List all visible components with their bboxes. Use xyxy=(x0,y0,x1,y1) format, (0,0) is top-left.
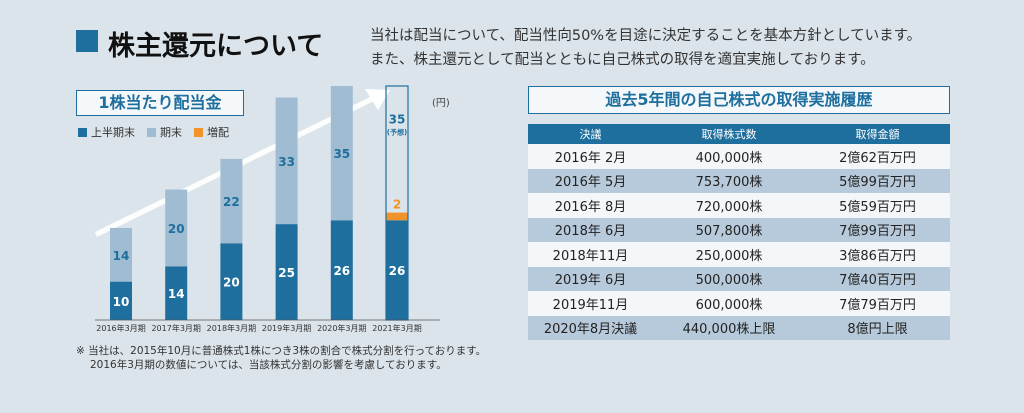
x-tick-label: 2018年3月期 xyxy=(207,323,256,333)
bar-segment xyxy=(386,220,408,320)
legend-item-increase: 増配 xyxy=(194,124,229,140)
legend-swatch xyxy=(194,127,203,137)
chart-footnote-1: ※ 当社は、2015年10月に普通株式1株につき3株の割合で株式分割を行っており… xyxy=(76,345,487,357)
x-tick-label: 2020年3月期 xyxy=(317,323,366,333)
bar-segment xyxy=(330,86,353,221)
legend-item-year-end: 期末 xyxy=(147,124,182,140)
trend-arrow-head xyxy=(365,89,390,110)
legend-item-first-half: 上半期末 xyxy=(78,124,135,140)
bar-segment xyxy=(110,227,132,282)
bar-segment xyxy=(220,158,243,244)
chart-unit-label: (円) xyxy=(432,98,450,109)
bar-segment xyxy=(165,189,188,267)
legend-label: 増配 xyxy=(207,126,229,139)
bar-value-label: 25 xyxy=(278,266,295,280)
cell-shares: 600,000株 xyxy=(653,291,805,316)
cell-amount: 5億99百万円 xyxy=(805,168,950,193)
bar-value-label: 35 xyxy=(333,147,350,161)
table-row: 2019年11月 600,000株 7億79百万円 xyxy=(528,291,950,316)
table-row: 2020年8月決議 440,000株上限 8億円上限 xyxy=(528,315,950,340)
cell-shares: 440,000株上限 xyxy=(653,315,805,340)
cell-resolution: 2020年8月決議 xyxy=(528,315,653,340)
cell-resolution: 2016年 2月 xyxy=(528,144,653,169)
x-tick-label: 2019年3月期 xyxy=(262,323,311,333)
cell-shares: 250,000株 xyxy=(653,242,805,267)
x-tick-label: 2017年3月期 xyxy=(151,323,200,333)
dividend-panel-title: 1株当たり配当金 xyxy=(76,90,244,116)
column-header-amount: 取得金額 xyxy=(805,124,950,144)
page-title: 株主還元について xyxy=(108,31,324,62)
cell-resolution: 2016年 5月 xyxy=(528,168,653,193)
chart-legend: 上半期末 期末 増配 xyxy=(78,124,229,140)
forecast-sub-label: (予想) xyxy=(387,128,407,137)
bar-segment xyxy=(386,212,408,221)
bar-value-label: 33 xyxy=(278,155,295,169)
x-tick-label: 2016年3月期 xyxy=(96,323,145,333)
cell-amount: 7億79百万円 xyxy=(805,291,950,316)
cell-amount: 8億円上限 xyxy=(805,315,950,340)
table-row: 2018年11月 250,000株 3億86百万円 xyxy=(528,242,950,267)
table-row: 2019年 6月 500,000株 7億40百万円 xyxy=(528,266,950,291)
cell-amount: 3億86百万円 xyxy=(805,242,950,267)
cell-shares: 400,000株 xyxy=(653,144,805,169)
column-header-shares: 取得株式数 xyxy=(653,124,805,144)
title-square-marker xyxy=(76,30,98,52)
table-row: 2016年 5月 753,700株 5億99百万円 xyxy=(528,168,950,193)
cell-resolution: 2018年 6月 xyxy=(528,217,653,242)
cell-shares: 753,700株 xyxy=(653,168,805,193)
bar-segment xyxy=(275,97,298,225)
cell-shares: 507,800株 xyxy=(653,217,805,242)
bar-segment xyxy=(220,243,243,320)
bar-segment xyxy=(330,220,353,320)
table-header-row: 決議 取得株式数 取得金額 xyxy=(528,124,950,144)
table-row: 2016年 8月 720,000株 5億59百万円 xyxy=(528,193,950,218)
cell-shares: 720,000株 xyxy=(653,193,805,218)
cell-amount: 7億99百万円 xyxy=(805,217,950,242)
intro-line-1: 当社は配当について、配当性向50%を目途に決定することを基本方針としています。 xyxy=(370,28,922,44)
bar-value-label: 14 xyxy=(168,287,185,301)
chart-footnote-2: 2016年3月期の数値については、当該株式分割の影響を考慮しております。 xyxy=(90,359,447,371)
legend-swatch xyxy=(78,127,87,137)
bar-segment xyxy=(275,224,298,320)
table-row: 2018年 6月 507,800株 7億99百万円 xyxy=(528,217,950,242)
bar-value-label: 2 xyxy=(393,198,401,212)
bar-value-label: 22 xyxy=(223,195,240,209)
cell-resolution: 2016年 8月 xyxy=(528,193,653,218)
bar-value-label: 26 xyxy=(333,264,350,278)
bar-value-label: 14 xyxy=(113,249,130,263)
cell-shares: 500,000株 xyxy=(653,266,805,291)
bar-value-label: 26 xyxy=(389,264,406,278)
cell-amount: 7億40百万円 xyxy=(805,266,950,291)
x-tick-label: 2021年3月期 xyxy=(372,323,421,333)
bar-value-label: 20 xyxy=(168,222,185,236)
bar-value-label: 20 xyxy=(223,276,240,290)
table-body: 2016年 2月 400,000株 2億62百万円 2016年 5月 753,700株 5… xyxy=(528,144,950,340)
cell-resolution: 2019年11月 xyxy=(528,291,653,316)
table-row: 2016年 2月 400,000株 2億62百万円 xyxy=(528,144,950,169)
bar-segment xyxy=(165,266,188,320)
column-header-resolution: 決議 xyxy=(528,124,653,144)
cell-amount: 2億62百万円 xyxy=(805,144,950,169)
forecast-value-label: 35 xyxy=(389,113,406,127)
dividend-bar-chart: 10 14 2016年3月期 14 20 2017年3月期 20 22 2018年3月期 25 33… xyxy=(95,85,440,333)
legend-swatch xyxy=(147,127,156,137)
legend-label: 期末 xyxy=(160,126,182,139)
legend-label: 上半期末 xyxy=(91,126,135,139)
bar-segment xyxy=(110,281,132,320)
intro-line-2: また、株主還元として配当とともに自己株式の取得を適宜実施しております。 xyxy=(370,52,875,68)
cell-resolution: 2018年11月 xyxy=(528,242,653,267)
cell-resolution: 2019年 6月 xyxy=(528,266,653,291)
cell-amount: 5億59百万円 xyxy=(805,193,950,218)
buyback-panel-title: 過去5年間の自己株式の取得実施履歴 xyxy=(528,86,950,114)
bar-value-label: 10 xyxy=(113,295,130,309)
buyback-history-table: 決議 取得株式数 取得金額 2016年 2月 400,000株 2億62百万円 201… xyxy=(528,124,950,340)
